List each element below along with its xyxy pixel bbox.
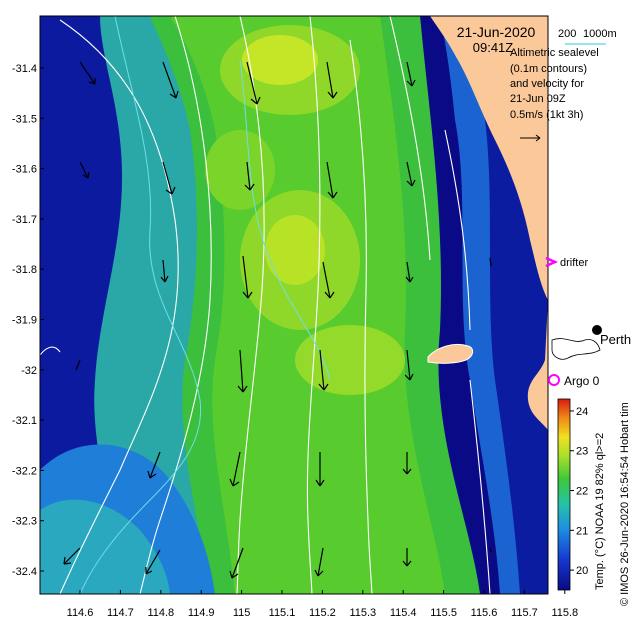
velocity-arrow bbox=[231, 547, 244, 579]
velocity-arrow bbox=[246, 161, 251, 191]
x-tick-label: 115.7 bbox=[511, 607, 538, 619]
velocity-arrow bbox=[406, 61, 413, 87]
land-mass bbox=[427, 16, 548, 594]
argo-marker: Argo 0 bbox=[548, 374, 600, 388]
velocity-arrow bbox=[63, 547, 81, 565]
depth-label-200: 200 bbox=[558, 28, 576, 40]
velocity-arrow bbox=[75, 359, 81, 371]
colorbar-tick-label: 21 bbox=[576, 525, 588, 537]
velocity-arrow bbox=[326, 161, 334, 199]
velocity-arrow bbox=[317, 547, 324, 577]
y-axis: -31.4 -31.5 -31.6 -31.7 -31.8 -31.9 -32 -32.1 -3… bbox=[12, 63, 44, 578]
velocity-arrow bbox=[406, 261, 411, 283]
x-tick-label: 115.8 bbox=[551, 607, 578, 619]
velocity-arrow bbox=[326, 61, 334, 99]
x-tick-label: 115.1 bbox=[269, 607, 296, 619]
velocity-arrow bbox=[319, 349, 325, 391]
y-tick-label: -31.6 bbox=[12, 164, 37, 176]
x-tick-label: 114.9 bbox=[188, 607, 215, 619]
colorbar-tick-label: 24 bbox=[576, 406, 588, 418]
depth-label-1000: 1000m bbox=[583, 28, 617, 40]
x-tick-label: 115.6 bbox=[471, 607, 498, 619]
colorbar-tick-label: 23 bbox=[576, 446, 588, 458]
x-tick-label: 114.6 bbox=[67, 607, 94, 619]
y-tick-label: -32.3 bbox=[12, 516, 37, 528]
plot-frame bbox=[39, 15, 549, 595]
y-tick-label: -32.4 bbox=[12, 566, 37, 578]
y-tick-label: -32.1 bbox=[12, 415, 37, 427]
drifter-marker: drifter bbox=[545, 256, 588, 269]
colorbar-tick-label: 22 bbox=[576, 486, 588, 498]
date-label: 21-Jun-2020 bbox=[457, 24, 536, 40]
velocity-arrow bbox=[145, 549, 161, 575]
colorbar-ticks: 24 23 22 21 20 bbox=[570, 406, 588, 577]
legend-line-1: Altimetric sealevel bbox=[510, 47, 599, 59]
y-tick-label: -31.9 bbox=[12, 315, 37, 327]
velocity-arrow bbox=[162, 61, 177, 99]
sst-field bbox=[40, 16, 548, 594]
header-text: 21-Jun-2020 09:41Z 200 1000m Altimetric … bbox=[457, 24, 617, 142]
y-tick-label: -31.5 bbox=[12, 113, 37, 125]
x-tick-label: 114.8 bbox=[147, 607, 174, 619]
x-axis: 114.6 114.7 114.8 114.9 115 115.1 115.2 115.3 11… bbox=[67, 590, 578, 619]
x-tick-label: 115.3 bbox=[349, 607, 376, 619]
velocity-arrow bbox=[322, 261, 331, 299]
velocity-arrow bbox=[79, 61, 96, 85]
velocity-arrow bbox=[242, 255, 249, 299]
velocity-arrow bbox=[232, 451, 241, 487]
credit-text: © IMOS 26-Jun-2020 16:54:54 Hobart tim bbox=[619, 402, 631, 606]
velocity-arrow bbox=[406, 349, 411, 381]
velocity-scale-arrow bbox=[520, 134, 541, 142]
colorbar-tick-label: 20 bbox=[576, 565, 588, 577]
velocity-arrows bbox=[63, 61, 492, 579]
legend-line-2: (0.1m contours) bbox=[510, 63, 587, 75]
y-tick-label: -31.8 bbox=[12, 264, 37, 276]
y-tick-label: -32 bbox=[21, 365, 37, 377]
x-tick-label: 115.2 bbox=[309, 607, 336, 619]
velocity-scale-label: 0.5m/s (1kt 3h) bbox=[510, 109, 583, 121]
colorbar-title: Temp. (°C) NOAA 19 82% ql>=2 bbox=[594, 433, 606, 590]
x-tick-label: 115.4 bbox=[390, 607, 417, 619]
legend-line-4: 21-Jun 09Z bbox=[510, 93, 566, 105]
velocity-arrow bbox=[162, 161, 173, 195]
x-tick-label: 114.7 bbox=[107, 607, 134, 619]
y-tick-label: -31.7 bbox=[12, 214, 37, 226]
time-label: 09:41Z bbox=[473, 40, 514, 55]
velocity-arrow bbox=[79, 161, 89, 179]
colorbar: 24 23 22 21 20 Temp. (°C) NOAA 19 82% ql>=2 bbox=[557, 398, 606, 591]
velocity-arrow bbox=[489, 257, 492, 267]
legend-line-3: and velocity for bbox=[510, 78, 584, 90]
colorbar-ramp bbox=[557, 398, 571, 591]
velocity-arrow bbox=[239, 349, 244, 393]
x-tick-label: 115 bbox=[233, 607, 251, 619]
y-tick-label: -32.2 bbox=[12, 465, 37, 477]
x-tick-label: 115.5 bbox=[430, 607, 457, 619]
island bbox=[427, 343, 474, 364]
depth-contours bbox=[79, 16, 331, 594]
velocity-arrow bbox=[406, 161, 413, 187]
velocity-arrow bbox=[162, 259, 166, 283]
perth-marker: Perth bbox=[592, 325, 631, 347]
y-tick-label: -31.4 bbox=[12, 63, 37, 75]
perth-label: Perth bbox=[600, 332, 631, 347]
velocity-arrow bbox=[489, 547, 492, 553]
river-outline bbox=[551, 338, 601, 360]
drifter-label: drifter bbox=[560, 257, 588, 269]
argo-label: Argo 0 bbox=[564, 374, 600, 388]
sealevel-contours bbox=[40, 16, 491, 594]
velocity-arrow bbox=[246, 61, 258, 105]
velocity-arrow bbox=[149, 451, 161, 479]
